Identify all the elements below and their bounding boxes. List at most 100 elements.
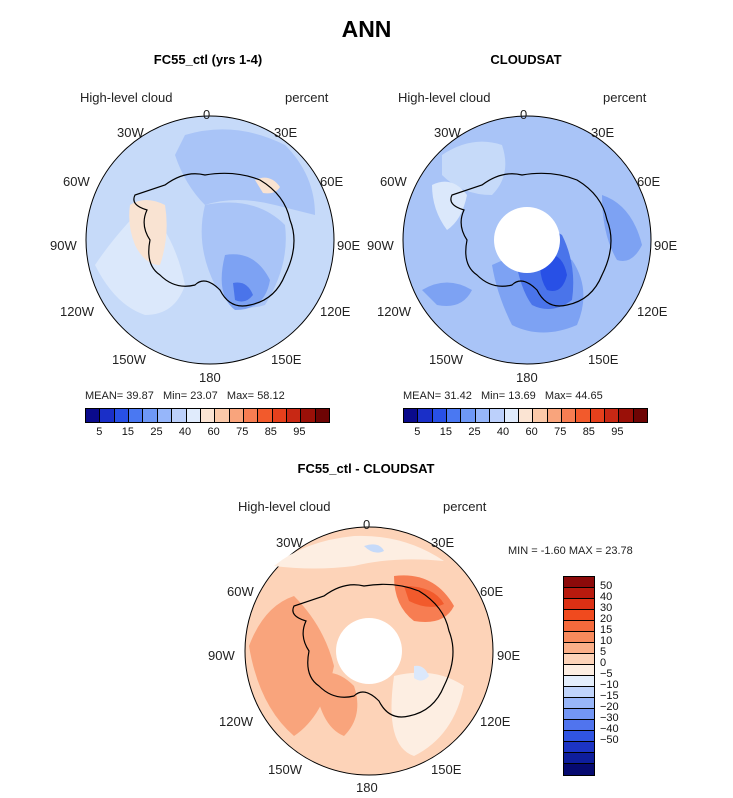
left-colorbar-swatch	[129, 409, 144, 422]
right-stats: MEAN= 31.42 Min= 13.69 Max= 44.65	[403, 390, 603, 402]
diff-colorbar-tick: −15	[600, 690, 619, 702]
right-lon-180: 180	[516, 370, 538, 385]
left-max-value: 58.12	[257, 390, 285, 402]
diff-stats: MIN = -1.60 MAX = 23.78	[508, 545, 633, 557]
right-units-label: percent	[603, 90, 647, 105]
left-lon-120w: 120W	[60, 304, 94, 319]
right-lon-0: 0	[520, 107, 528, 122]
diff-min-label: MIN =	[508, 545, 538, 557]
diff-colorbar-swatch	[564, 588, 594, 599]
diff-lon-30w: 30W	[276, 535, 303, 550]
diff-colorbar	[563, 576, 595, 776]
diff-colorbar-swatch	[564, 599, 594, 610]
right-lon-150e: 150E	[588, 352, 619, 367]
diff-colorbar-swatch	[564, 577, 594, 588]
left-stats: MEAN= 39.87 Min= 23.07 Max= 58.12	[85, 390, 285, 402]
right-mean-label: MEAN=	[403, 390, 442, 402]
diff-colorbar-tick: 5	[600, 646, 607, 658]
diff-lon-60w: 60W	[227, 584, 254, 599]
right-colorbar-tick: 5	[414, 426, 421, 438]
left-colorbar-tick: 40	[178, 426, 192, 438]
right-max-value: 44.65	[575, 390, 603, 402]
diff-colorbar-tick: −30	[600, 712, 619, 724]
left-colorbar-tick: 60	[207, 426, 220, 438]
left-lon-180: 180	[199, 370, 221, 385]
right-colorbar-swatch	[447, 409, 462, 422]
left-lon-30w: 30W	[117, 125, 144, 140]
right-lon-150w: 150W	[429, 352, 463, 367]
right-colorbar	[403, 408, 648, 423]
left-lon-150w: 150W	[112, 352, 146, 367]
right-colorbar-swatch	[418, 409, 433, 422]
left-min-label: Min=	[162, 390, 188, 402]
left-colorbar-swatch	[100, 409, 115, 422]
right-colorbar-tick: 85	[582, 426, 595, 438]
right-colorbar-swatch	[518, 409, 534, 422]
diff-lon-180: 180	[356, 780, 378, 795]
right-colorbar-swatch	[461, 409, 476, 422]
right-max-label: Max=	[544, 390, 573, 402]
diff-colorbar-swatch	[564, 643, 594, 654]
diff-colorbar-tick: −5	[600, 668, 613, 680]
diff-colorbar-swatch	[564, 676, 594, 687]
diff-colorbar-swatch	[564, 720, 594, 731]
right-colorbar-swatch	[576, 409, 591, 422]
left-colorbar-ticks: 5 15 25 40 60 75 85 95	[85, 426, 330, 440]
diff-colorbar-swatch	[564, 731, 594, 742]
right-colorbar-swatch	[432, 409, 448, 422]
left-colorbar-tick: 85	[264, 426, 277, 438]
left-lon-90e: 90E	[337, 238, 361, 253]
left-lon-60w: 60W	[63, 174, 90, 189]
left-mean-value: 39.87	[126, 390, 154, 402]
diff-lon-90w: 90W	[208, 648, 235, 663]
diff-colorbar-tick: −50	[600, 734, 619, 746]
diff-panel-title: FC55_ctl - CLOUDSAT	[297, 461, 435, 476]
diff-colorbar-swatch	[564, 632, 594, 643]
left-lon-60e: 60E	[320, 174, 344, 189]
diff-lon-60e: 60E	[480, 584, 504, 599]
diff-lon-120w: 120W	[219, 714, 253, 729]
right-mean-value: 31.42	[444, 390, 472, 402]
left-colorbar-swatch	[243, 409, 259, 422]
right-colorbar-tick: 25	[468, 426, 481, 438]
right-colorbar-tick: 15	[439, 426, 452, 438]
diff-colorbar-swatch	[564, 687, 594, 698]
diff-lon-120e: 120E	[480, 714, 511, 729]
diff-colorbar-swatch	[564, 654, 594, 665]
left-colorbar-swatch	[229, 409, 244, 422]
left-colorbar-tick: 25	[150, 426, 163, 438]
right-colorbar-swatch	[490, 409, 505, 422]
right-lon-30w: 30W	[434, 125, 461, 140]
right-colorbar-ticks: 5 15 25 40 60 75 85 95	[403, 426, 648, 440]
diff-colorbar-swatch	[564, 610, 594, 621]
diff-colorbar-tick: 10	[600, 635, 613, 647]
right-lon-120w: 120W	[377, 304, 411, 319]
left-lon-120e: 120E	[320, 304, 351, 319]
left-max-label: Max=	[226, 390, 255, 402]
left-colorbar-swatch	[301, 409, 316, 422]
right-colorbar-swatch	[605, 409, 620, 422]
diff-colorbar-swatch	[564, 764, 594, 775]
right-variable-label: High-level cloud	[398, 90, 491, 105]
right-colorbar-tick: 95	[611, 426, 624, 438]
right-colorbar-swatch	[590, 409, 606, 422]
right-colorbar-swatch	[633, 409, 648, 422]
right-lon-60w: 60W	[380, 174, 407, 189]
right-colorbar-swatch	[404, 409, 419, 422]
right-colorbar-swatch	[533, 409, 548, 422]
diff-colorbar-swatch	[564, 665, 594, 676]
diff-colorbar-tick: −10	[600, 679, 619, 691]
left-lon-150e: 150E	[271, 352, 302, 367]
left-colorbar-swatch	[86, 409, 101, 422]
diff-colorbar-tick: 30	[600, 602, 613, 614]
diff-colorbar-tick: 50	[600, 580, 613, 592]
diff-colorbar-swatch	[564, 753, 594, 764]
left-colorbar-swatch	[315, 409, 330, 422]
left-colorbar-swatch	[272, 409, 288, 422]
left-panel-title: FC55_ctl (yrs 1-4)	[153, 52, 263, 67]
diff-units-label: percent	[443, 499, 487, 514]
diff-lon-30e: 30E	[431, 535, 455, 550]
right-colorbar-swatch	[619, 409, 634, 422]
right-colorbar-swatch	[561, 409, 577, 422]
left-lon-30e: 30E	[274, 125, 298, 140]
